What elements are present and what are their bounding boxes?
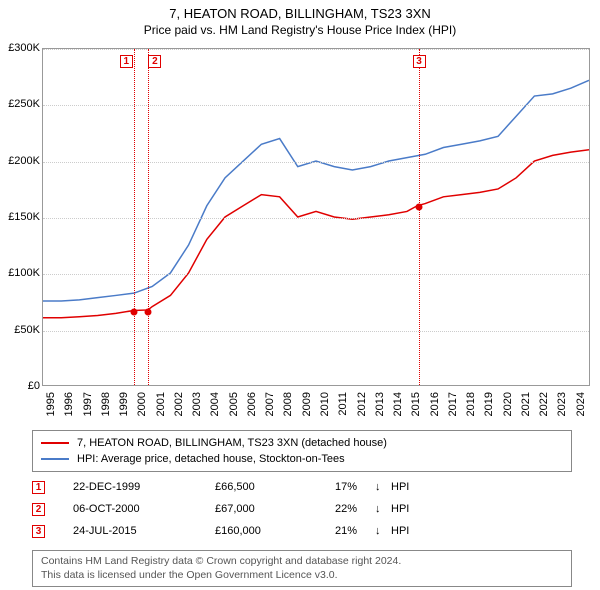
gridline-h: [43, 331, 589, 332]
x-axis-label: 2013: [374, 392, 386, 416]
x-axis-label: 2023: [556, 392, 568, 416]
chart-title-block: 7, HEATON ROAD, BILLINGHAM, TS23 3XN Pri…: [0, 0, 600, 38]
x-axis-label: 1997: [82, 392, 94, 416]
annotation-hpi-label: HPI: [391, 525, 409, 537]
attribution-line1: Contains HM Land Registry data © Crown c…: [41, 555, 563, 569]
annotation-date: 24-JUL-2015: [45, 525, 215, 537]
annotation-row-2: 206-OCT-2000£67,00022%↓HPI: [32, 498, 572, 520]
x-axis-label: 2021: [520, 392, 532, 416]
x-axis-label: 2010: [319, 392, 331, 416]
annotation-pct: 17%: [335, 481, 375, 493]
attribution-box: Contains HM Land Registry data © Crown c…: [32, 550, 572, 587]
gridline-h: [43, 274, 589, 275]
y-axis-label: £150K: [8, 211, 40, 223]
x-axis-label: 2020: [502, 392, 514, 416]
x-axis-label: 2007: [264, 392, 276, 416]
y-axis-label: £100K: [8, 267, 40, 279]
annotation-price: £67,000: [215, 503, 335, 515]
x-axis-label: 2002: [173, 392, 185, 416]
legend-label-price-paid: 7, HEATON ROAD, BILLINGHAM, TS23 3XN (de…: [77, 437, 387, 449]
y-axis-label: £0: [28, 380, 40, 392]
x-axis-labels: 1995 1996 1997 1998 1999 2000 2001 2002 2003 2004…: [42, 388, 590, 428]
y-axis-label: £250K: [8, 98, 40, 110]
x-axis-label: 2019: [483, 392, 495, 416]
marker-dot-3: [415, 203, 422, 210]
x-axis-label: 2008: [282, 392, 294, 416]
x-axis-label: 2018: [465, 392, 477, 416]
annotation-marker-2: 2: [32, 503, 45, 516]
gridline-h: [43, 162, 589, 163]
marker-box-1: 1: [120, 55, 133, 68]
y-axis-label: £300K: [8, 42, 40, 54]
arrow-down-icon: ↓: [375, 481, 391, 493]
x-axis-label: 2005: [228, 392, 240, 416]
annotation-pct: 22%: [335, 503, 375, 515]
annotation-row-3: 324-JUL-2015£160,00021%↓HPI: [32, 520, 572, 542]
annotations-table: 122-DEC-1999£66,50017%↓HPI206-OCT-2000£6…: [32, 476, 572, 542]
x-axis-label: 2006: [246, 392, 258, 416]
x-axis-label: 2000: [136, 392, 148, 416]
annotation-marker-1: 1: [32, 481, 45, 494]
x-axis-label: 2016: [429, 392, 441, 416]
x-axis-label: 2015: [410, 392, 422, 416]
marker-box-2: 2: [148, 55, 161, 68]
x-axis-label: 2009: [301, 392, 313, 416]
annotation-hpi-label: HPI: [391, 481, 409, 493]
y-axis-label: £50K: [14, 324, 40, 336]
annotation-row-1: 122-DEC-1999£66,50017%↓HPI: [32, 476, 572, 498]
legend-swatch-hpi: [41, 458, 69, 460]
x-axis-label: 2001: [155, 392, 167, 416]
x-axis-label: 1996: [63, 392, 75, 416]
x-axis-label: 2004: [209, 392, 221, 416]
x-axis-label: 1995: [45, 392, 57, 416]
legend: 7, HEATON ROAD, BILLINGHAM, TS23 3XN (de…: [32, 430, 572, 472]
x-axis-label: 2024: [575, 392, 587, 416]
x-axis-label: 2011: [337, 392, 349, 416]
marker-box-3: 3: [413, 55, 426, 68]
marker-vline-1: [134, 49, 135, 385]
x-axis-label: 2003: [191, 392, 203, 416]
marker-dot-2: [145, 308, 152, 315]
x-axis-label: 2017: [447, 392, 459, 416]
legend-label-hpi: HPI: Average price, detached house, Stoc…: [77, 453, 345, 465]
annotation-date: 22-DEC-1999: [45, 481, 215, 493]
gridline-h: [43, 218, 589, 219]
arrow-down-icon: ↓: [375, 503, 391, 515]
chart-title-address: 7, HEATON ROAD, BILLINGHAM, TS23 3XN: [0, 6, 600, 23]
x-axis-label: 2014: [392, 392, 404, 416]
x-axis-label: 2012: [356, 392, 368, 416]
marker-vline-2: [148, 49, 149, 385]
series-line-hpi: [43, 80, 589, 301]
legend-swatch-price-paid: [41, 442, 69, 444]
x-axis-label: 1999: [118, 392, 130, 416]
chart-lines-svg: [43, 49, 589, 385]
chart-title-subtitle: Price paid vs. HM Land Registry's House …: [0, 23, 600, 39]
legend-row-hpi: HPI: Average price, detached house, Stoc…: [41, 451, 563, 467]
legend-row-price-paid: 7, HEATON ROAD, BILLINGHAM, TS23 3XN (de…: [41, 435, 563, 451]
annotation-pct: 21%: [335, 525, 375, 537]
gridline-h: [43, 49, 589, 50]
annotation-price: £160,000: [215, 525, 335, 537]
marker-dot-1: [130, 309, 137, 316]
chart-plot-area: 1 2 3: [42, 48, 590, 386]
x-axis-label: 2022: [538, 392, 550, 416]
annotation-hpi-label: HPI: [391, 503, 409, 515]
y-axis-label: £200K: [8, 155, 40, 167]
arrow-down-icon: ↓: [375, 525, 391, 537]
annotation-price: £66,500: [215, 481, 335, 493]
attribution-line2: This data is licensed under the Open Gov…: [41, 569, 563, 583]
marker-vline-3: [419, 49, 420, 385]
gridline-h: [43, 105, 589, 106]
annotation-date: 06-OCT-2000: [45, 503, 215, 515]
annotation-marker-3: 3: [32, 525, 45, 538]
series-line-price_paid: [43, 150, 589, 318]
x-axis-label: 1998: [100, 392, 112, 416]
